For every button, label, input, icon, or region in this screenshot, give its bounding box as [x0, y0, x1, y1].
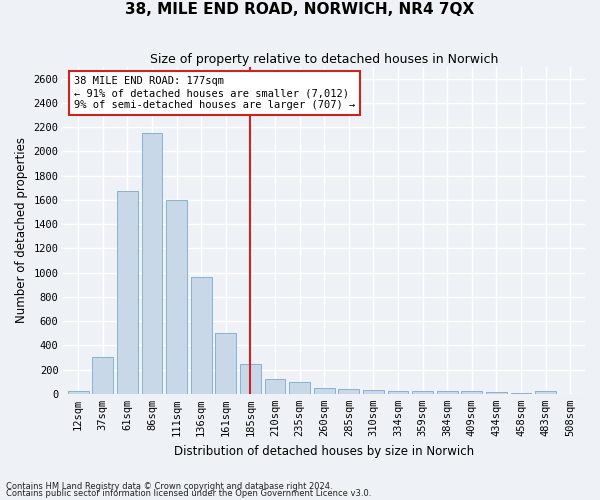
- X-axis label: Distribution of detached houses by size in Norwich: Distribution of detached houses by size …: [174, 444, 474, 458]
- Bar: [486, 392, 507, 394]
- Bar: [338, 389, 359, 394]
- Text: 38 MILE END ROAD: 177sqm
← 91% of detached houses are smaller (7,012)
9% of semi: 38 MILE END ROAD: 177sqm ← 91% of detach…: [74, 76, 355, 110]
- Bar: [388, 392, 409, 394]
- Bar: [240, 364, 261, 394]
- Bar: [191, 278, 212, 394]
- Bar: [92, 358, 113, 394]
- Bar: [215, 333, 236, 394]
- Bar: [412, 392, 433, 394]
- Title: Size of property relative to detached houses in Norwich: Size of property relative to detached ho…: [150, 52, 499, 66]
- Bar: [535, 391, 556, 394]
- Bar: [265, 378, 286, 394]
- Bar: [511, 393, 532, 394]
- Text: Contains public sector information licensed under the Open Government Licence v3: Contains public sector information licen…: [6, 490, 371, 498]
- Bar: [68, 391, 89, 394]
- Bar: [314, 388, 335, 394]
- Bar: [461, 392, 482, 394]
- Bar: [117, 191, 138, 394]
- Bar: [437, 392, 458, 394]
- Text: Contains HM Land Registry data © Crown copyright and database right 2024.: Contains HM Land Registry data © Crown c…: [6, 482, 332, 491]
- Text: 38, MILE END ROAD, NORWICH, NR4 7QX: 38, MILE END ROAD, NORWICH, NR4 7QX: [125, 2, 475, 18]
- Bar: [166, 200, 187, 394]
- Bar: [289, 382, 310, 394]
- Y-axis label: Number of detached properties: Number of detached properties: [15, 137, 28, 323]
- Bar: [363, 390, 384, 394]
- Bar: [142, 134, 163, 394]
